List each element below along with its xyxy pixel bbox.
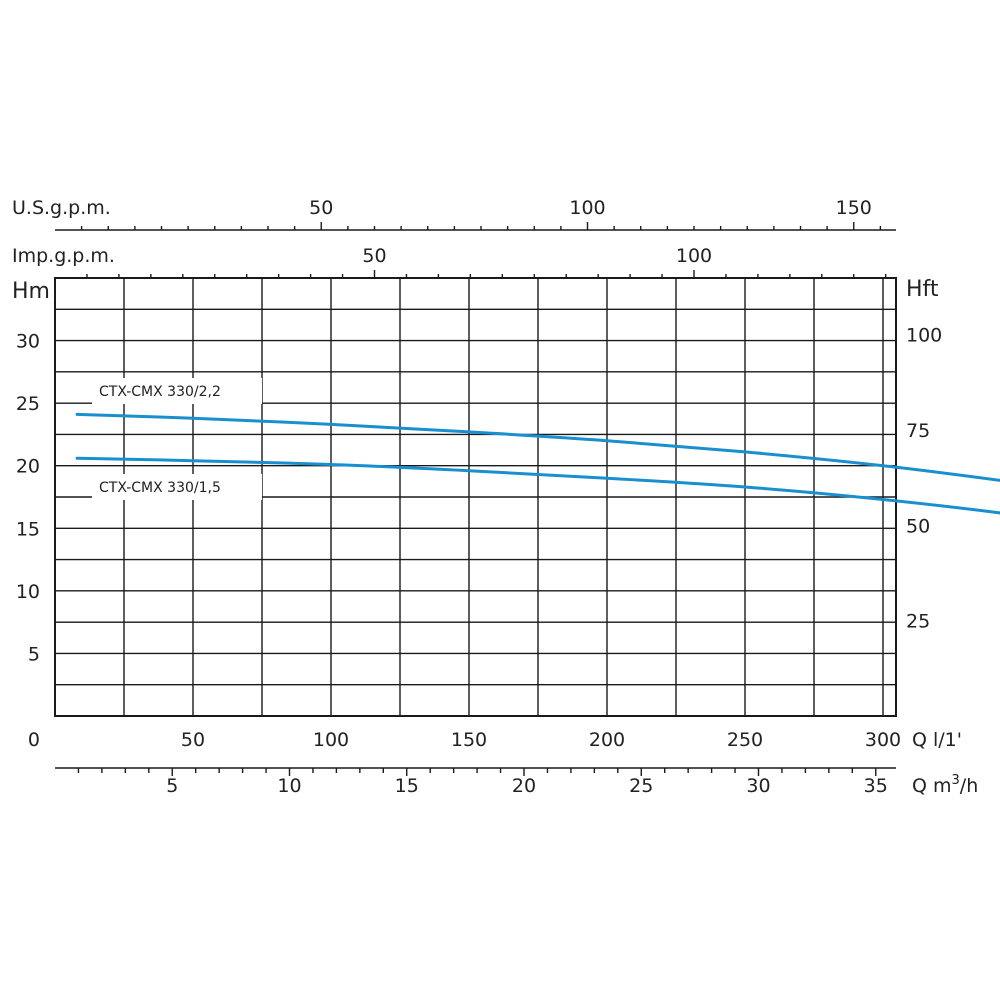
left-tick-label: 0 — [28, 729, 40, 751]
lpm-tick-label: 300 — [865, 729, 901, 751]
series-label-1-5: CTX-CMX 330/1,5 — [92, 474, 262, 500]
right-tick-label: 100 — [906, 325, 942, 347]
right-tick-label: 50 — [906, 515, 930, 537]
right-tick-label: 25 — [906, 611, 930, 633]
m3h-tick-label: 30 — [746, 775, 770, 797]
impgpm-tick-label: 100 — [676, 245, 712, 267]
left-axis-title: Hm — [12, 279, 50, 304]
m3h-axis-title-main: Q m — [912, 775, 952, 797]
usgpm-tick-label: 50 — [309, 197, 333, 219]
left-tick-label: 5 — [28, 643, 40, 665]
curves — [75, 412, 1000, 515]
left-tick-label: 30 — [16, 331, 40, 353]
lpm-tick-label: 250 — [727, 729, 763, 751]
series-line-1-5 — [75, 456, 1000, 515]
m3h-tick-label: 5 — [166, 775, 178, 797]
impgpm-axis-title: Imp.g.p.m. — [12, 245, 115, 267]
series-label-text: CTX-CMX 330/1,5 — [99, 480, 221, 496]
left-axis: 0 5 10 15 20 25 30 — [16, 331, 40, 751]
lpm-tick-label: 50 — [181, 729, 205, 751]
lpm-tick-label: 100 — [313, 729, 349, 751]
m3h-axis-title-end: /h — [960, 775, 978, 797]
lpm-tick-label: 150 — [451, 729, 487, 751]
plot-frame — [54, 277, 897, 717]
m3h-tick-label: 10 — [277, 775, 301, 797]
m3h-tick-label: 25 — [629, 775, 653, 797]
left-tick-label: 10 — [16, 581, 40, 603]
m3h-axis: 5 10 15 20 25 30 35 — [55, 767, 896, 797]
m3h-axis-title-sup: 3 — [952, 773, 960, 788]
series-line-2-2 — [75, 412, 1000, 482]
m3h-tick-label: 15 — [395, 775, 419, 797]
series-label-bg — [92, 474, 262, 500]
impgpm-axis: 50 100 — [86, 245, 887, 278]
lpm-axis-title: Q l/1' — [912, 729, 962, 751]
usgpm-tick-label: 100 — [569, 197, 605, 219]
right-axis-title: Hft — [906, 277, 939, 302]
m3h-tick-label: 20 — [512, 775, 536, 797]
right-axis: 25 50 75 100 — [906, 325, 942, 633]
lpm-tick-label: 200 — [589, 729, 625, 751]
usgpm-axis-title: U.S.g.p.m. — [12, 197, 111, 219]
left-tick-label: 15 — [16, 518, 40, 540]
grid — [55, 278, 896, 716]
impgpm-tick-label: 50 — [362, 245, 386, 267]
usgpm-tick-label: 150 — [836, 197, 872, 219]
right-tick-label: 75 — [906, 420, 930, 442]
usgpm-axis: 50 100 150 — [55, 197, 896, 231]
lpm-axis: 50100150200250300350400450500550 — [181, 729, 901, 751]
series-label-2-2: CTX-CMX 330/2,2 — [92, 378, 262, 404]
series-label-text: CTX-CMX 330/2,2 — [99, 384, 221, 400]
m3h-axis-title: Q m3/h — [912, 773, 978, 797]
left-tick-label: 20 — [16, 456, 40, 478]
series-label-bg — [92, 378, 262, 404]
left-tick-label: 25 — [16, 393, 40, 415]
m3h-tick-label: 35 — [864, 775, 888, 797]
